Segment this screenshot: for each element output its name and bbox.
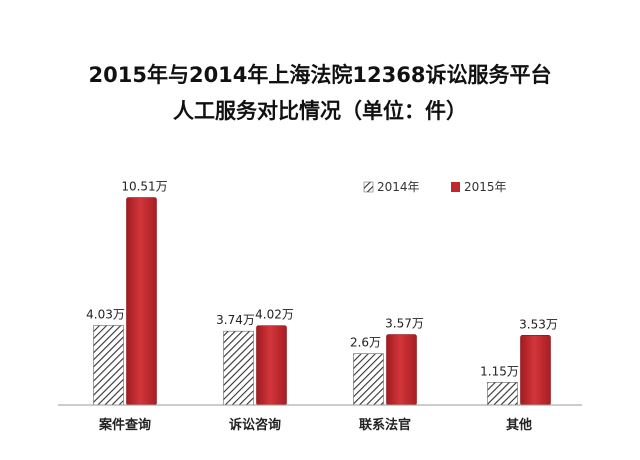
bar-2015-1	[256, 325, 287, 406]
bar-2014-1	[223, 330, 254, 406]
value-label-2015-0: 10.51万	[121, 180, 167, 194]
bar-2015-0	[126, 197, 157, 406]
legend-label-2015: 2015年	[464, 180, 507, 194]
value-label-2015-3: 3.53万	[519, 317, 558, 331]
bar-2014-3	[487, 381, 518, 406]
bar-2014-2	[353, 353, 384, 406]
bar-2014-0	[93, 325, 124, 406]
legend-swatch-2014	[363, 181, 374, 193]
value-label-2015-1: 4.02万	[255, 308, 294, 322]
legend-swatch-2015	[451, 182, 460, 192]
category-label-2: 联系法官	[359, 417, 411, 433]
bars-layer	[93, 197, 551, 406]
value-label-2014-0: 4.03万	[86, 307, 125, 321]
value-label-2014-2: 2.6万	[350, 336, 381, 350]
value-labels-layer: 4.03万 10.51万 3.74万 4.02万 2.6万 3.57万 1.15万 3.53万	[86, 180, 558, 379]
chart-title-line-1: 2015年与2014年上海法院12368诉讼服务平台	[89, 63, 552, 87]
value-label-2014-3: 1.15万	[480, 364, 519, 378]
legend: 2014年 2015年	[363, 180, 507, 194]
value-label-2015-2: 3.57万	[385, 317, 424, 331]
bar-2015-3	[520, 335, 551, 406]
category-label-3: 其他	[506, 417, 532, 433]
legend-label-2014: 2014年	[377, 180, 420, 194]
category-labels: 案件查询 诉讼咨询 联系法官 其他	[98, 417, 532, 433]
category-label-0: 案件查询	[98, 417, 151, 433]
value-label-2014-1: 3.74万	[216, 313, 255, 327]
bar-2015-2	[386, 334, 417, 406]
category-label-1: 诉讼咨询	[229, 417, 281, 433]
chart-title-line-2: 人工服务对比情况（单位：件）	[173, 99, 467, 123]
